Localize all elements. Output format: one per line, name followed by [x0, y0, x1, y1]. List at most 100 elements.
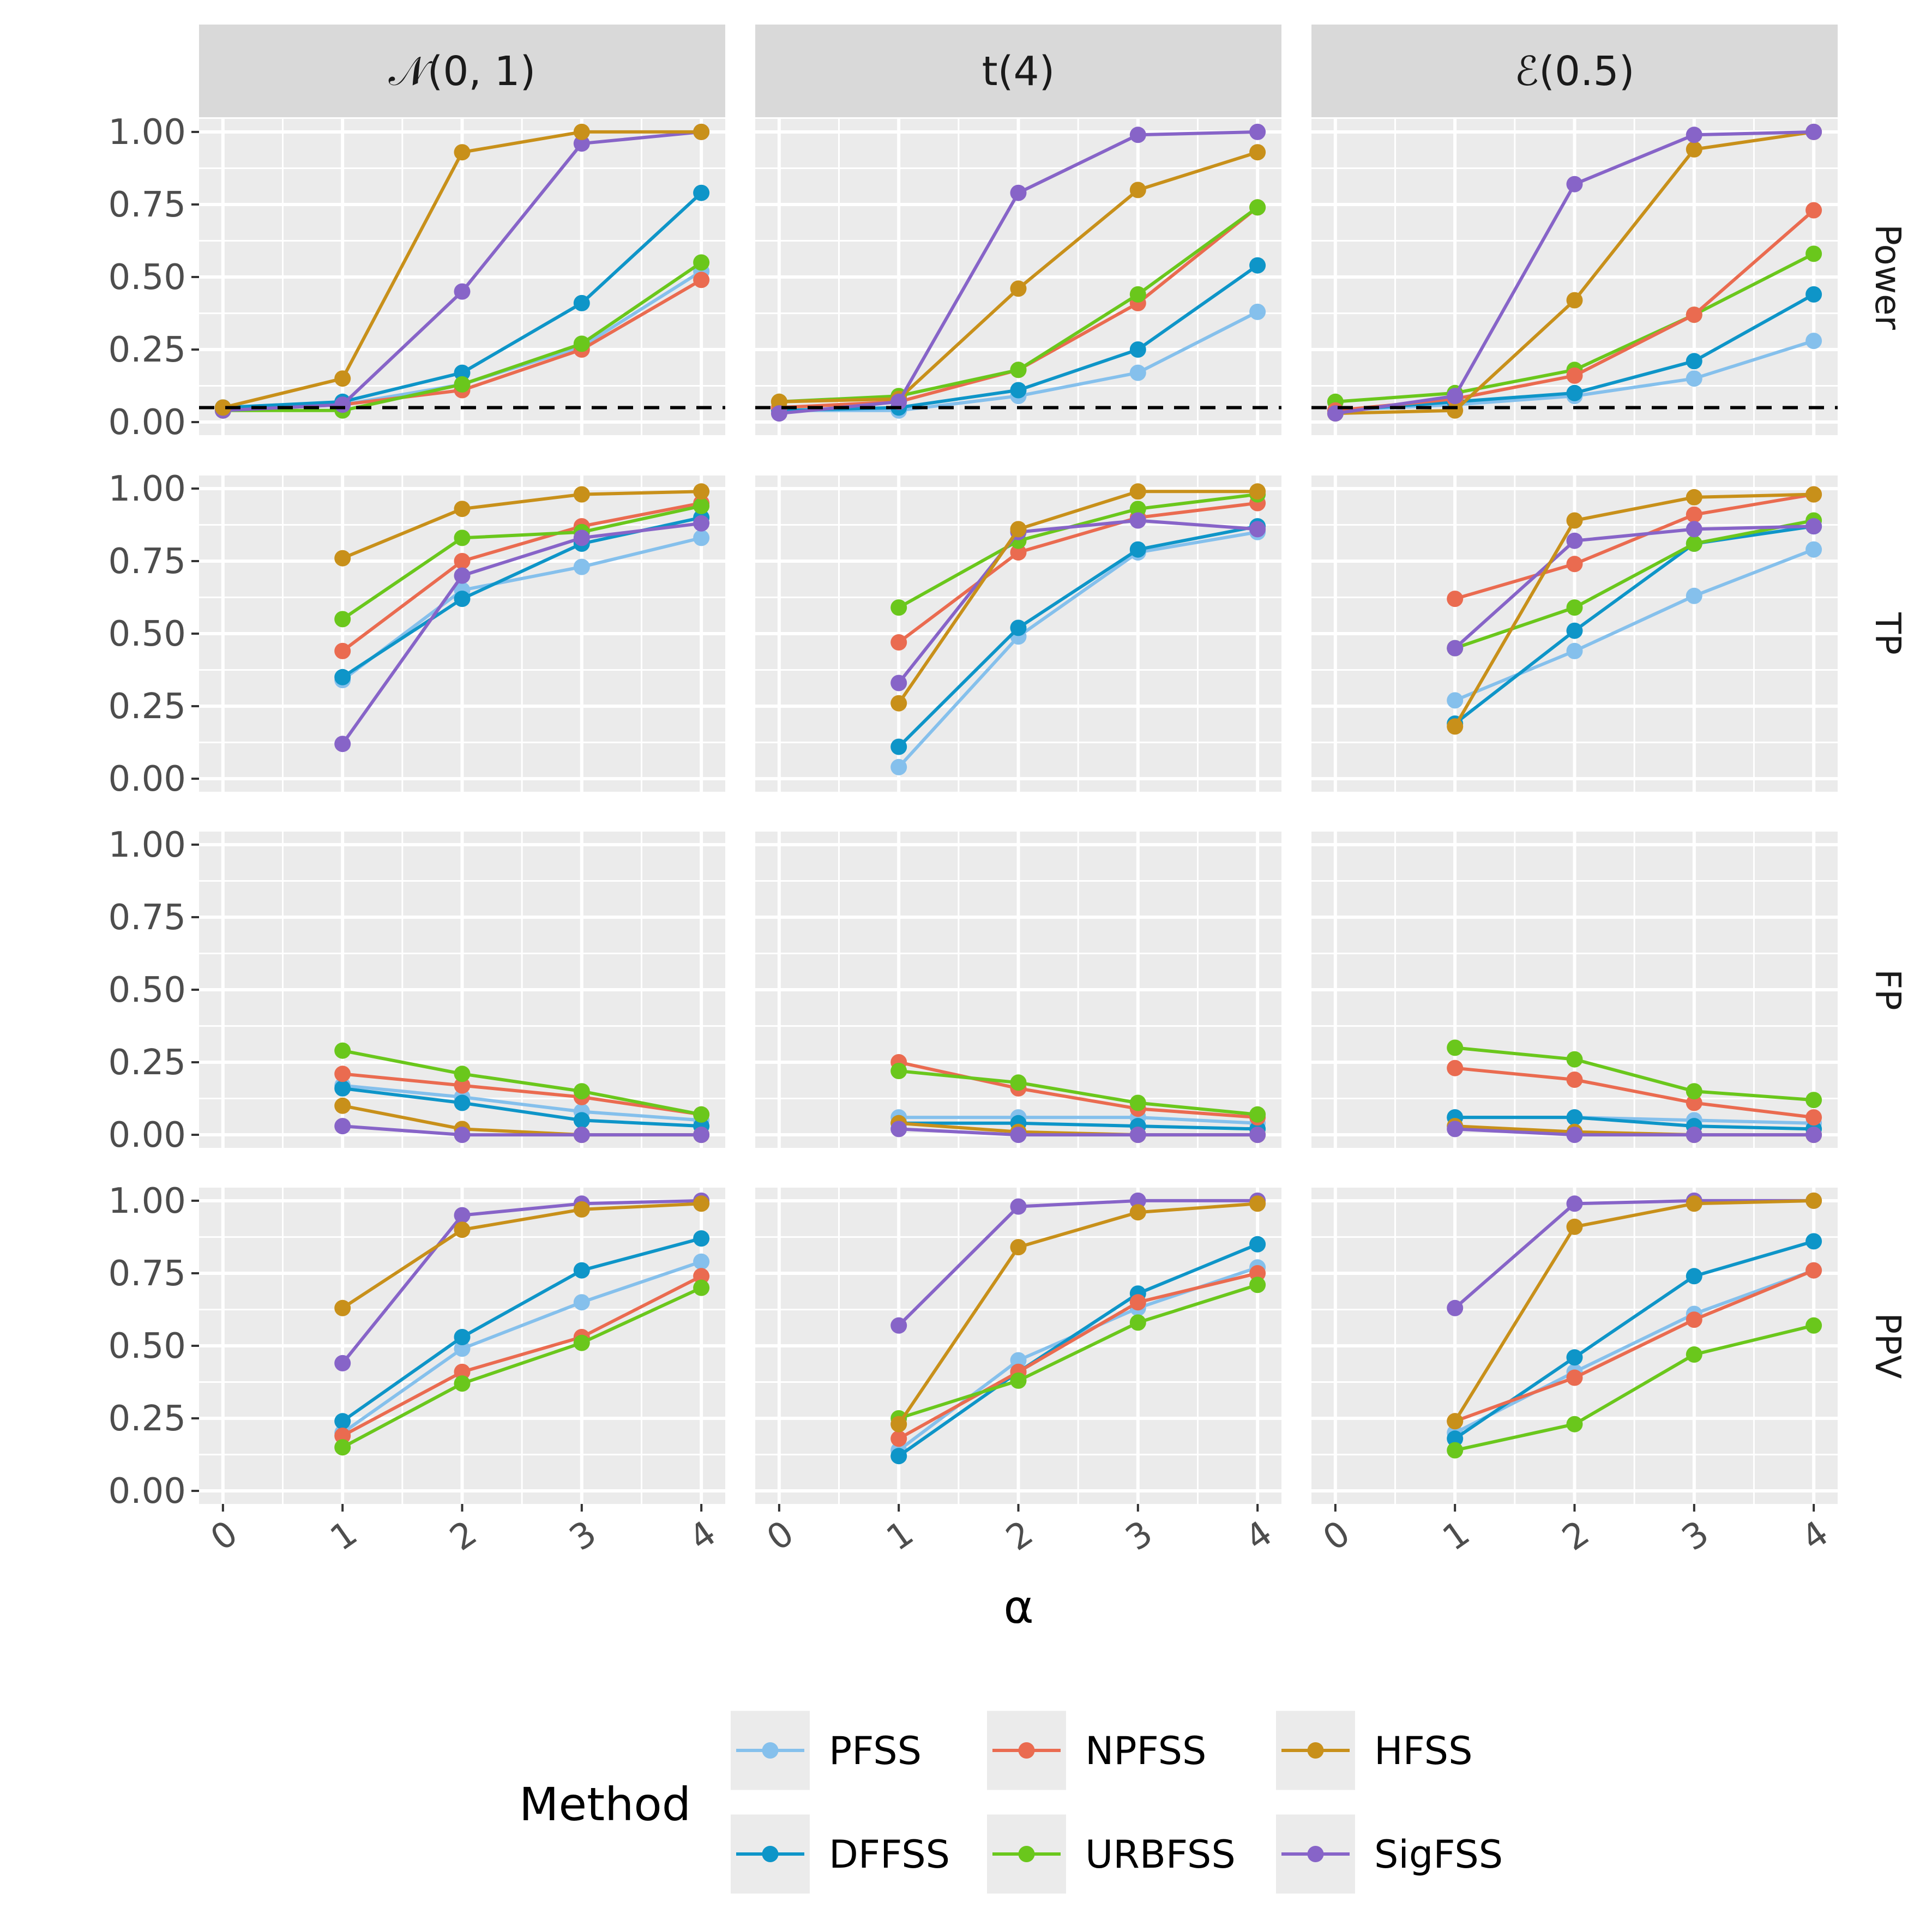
- data-point-pfss: [1129, 364, 1146, 381]
- data-point-dffss: [1566, 1109, 1583, 1126]
- data-point-sigfss: [573, 529, 590, 546]
- data-point-sigfss: [334, 736, 351, 753]
- data-point-hfss: [1447, 718, 1464, 735]
- data-point-pfss: [573, 1294, 590, 1311]
- panel-power-t-4: [755, 119, 1281, 435]
- data-point-npfss: [1686, 1094, 1702, 1111]
- data-point-hfss: [1686, 489, 1702, 505]
- series-hfss: [890, 483, 1266, 712]
- series-line-dffss: [1455, 1116, 1814, 1131]
- y-tick-label: 1.00: [109, 469, 186, 509]
- data-point-npfss: [1686, 1311, 1702, 1328]
- data-point-pfss: [454, 1340, 471, 1357]
- panel-fp-t-4: [755, 832, 1281, 1148]
- data-point-hfss: [1566, 1218, 1583, 1235]
- data-point-urbfss: [334, 1042, 351, 1059]
- data-point-pfss: [1249, 303, 1266, 320]
- series-line-hfss: [1453, 1199, 1814, 1422]
- y-tick-label: 0.75: [109, 185, 186, 225]
- series-line-sigfss: [341, 1199, 702, 1364]
- series-line-sigfss: [1455, 1127, 1814, 1137]
- series-sigfss: [334, 515, 710, 753]
- legend-item-pfss: PFSS: [731, 1711, 922, 1790]
- strip-t-4: [755, 25, 1281, 117]
- data-point-hfss: [1566, 512, 1583, 529]
- data-point-urbfss: [1805, 1092, 1822, 1109]
- data-point-hfss: [1805, 486, 1822, 503]
- y-tick-label: 1.00: [109, 1181, 186, 1221]
- data-point-npfss: [890, 634, 907, 651]
- data-point-sigfss: [454, 567, 471, 584]
- data-point-urbfss: [1129, 1094, 1146, 1111]
- data-point-hfss: [1010, 280, 1027, 297]
- panel-tp-t-4: [755, 476, 1281, 792]
- data-point-urbfss: [693, 254, 710, 271]
- series-sigfss: [1447, 518, 1822, 657]
- data-point-sigfss: [890, 1317, 907, 1334]
- y-tick-label: 0.50: [109, 614, 186, 654]
- data-point-urbfss: [1249, 1106, 1266, 1123]
- data-point-sigfss: [573, 135, 590, 152]
- data-point-urbfss: [1129, 501, 1146, 517]
- data-point-urbfss: [1447, 1039, 1464, 1056]
- data-point-hfss: [454, 501, 471, 517]
- series-sigfss: [771, 123, 1266, 422]
- data-point-urbfss: [334, 611, 351, 628]
- series-line-dffss: [342, 1086, 702, 1128]
- data-point-hfss: [1447, 402, 1464, 419]
- data-point-hfss: [1686, 141, 1702, 158]
- data-point-sigfss: [334, 1118, 351, 1135]
- data-point-urbfss: [334, 1439, 351, 1456]
- data-point-dffss: [1566, 1349, 1583, 1366]
- data-point-dffss: [1805, 1233, 1822, 1250]
- series-line-sigfss: [898, 1199, 1258, 1327]
- data-point-urbfss: [1129, 1314, 1146, 1331]
- data-point-hfss: [334, 550, 351, 567]
- data-point-hfss: [693, 1195, 710, 1212]
- series-line-urbfss: [898, 1283, 1259, 1420]
- data-point-urbfss: [1010, 1074, 1027, 1091]
- data-point-pfss: [1805, 541, 1822, 558]
- data-point-urbfss: [1566, 1051, 1583, 1068]
- series-sigfss: [890, 1121, 1266, 1143]
- strip-exponential-0-5: [1311, 25, 1838, 117]
- legend-key-point: [1018, 1846, 1035, 1862]
- data-point-hfss: [693, 483, 710, 500]
- data-point-sigfss: [890, 675, 907, 691]
- panel-power-exponential-0-5: [1311, 119, 1838, 435]
- y-tick-label: 0.25: [109, 1043, 186, 1083]
- data-point-hfss: [454, 144, 471, 161]
- legend-item-dffss: DFFSS: [731, 1814, 950, 1894]
- data-point-sigfss: [1686, 521, 1702, 538]
- data-point-urbfss: [1447, 1442, 1464, 1459]
- series-line-hfss: [897, 490, 1258, 705]
- data-point-dffss: [334, 1080, 351, 1097]
- y-tick-label: 0.00: [109, 759, 186, 799]
- data-point-sigfss: [1249, 521, 1266, 538]
- data-point-hfss: [1010, 521, 1027, 538]
- data-point-urbfss: [573, 1334, 590, 1351]
- series-hfss: [214, 123, 710, 416]
- series-line-hfss: [1453, 492, 1814, 727]
- legend-item-urbfss: URBFSS: [987, 1814, 1236, 1894]
- data-point-sigfss: [1327, 405, 1344, 422]
- data-point-urbfss: [454, 529, 471, 546]
- panel-tp-normal-0-1: 0.00 0.25 0.50 0.75 1.00: [109, 469, 725, 799]
- series-line-dffss: [898, 525, 1258, 748]
- data-point-urbfss: [1686, 1083, 1702, 1100]
- data-point-sigfss: [454, 283, 471, 300]
- series-line-dffss: [899, 1121, 1258, 1131]
- data-point-sigfss: [1129, 127, 1146, 143]
- x-axis-title: α: [1003, 1580, 1033, 1634]
- data-point-urbfss: [454, 1375, 471, 1392]
- legend-label-hfss: HFSS: [1374, 1729, 1473, 1773]
- data-point-dffss: [1249, 257, 1266, 274]
- data-point-sigfss: [1010, 1198, 1027, 1215]
- panel-tp-exponential-0-5: [1311, 476, 1838, 792]
- strip-label-normal-0-1: 𝒩(0, 1): [389, 48, 536, 95]
- data-point-hfss: [1249, 144, 1266, 161]
- data-point-sigfss: [573, 1127, 590, 1143]
- data-point-npfss: [334, 1066, 351, 1082]
- data-point-hfss: [1129, 483, 1146, 500]
